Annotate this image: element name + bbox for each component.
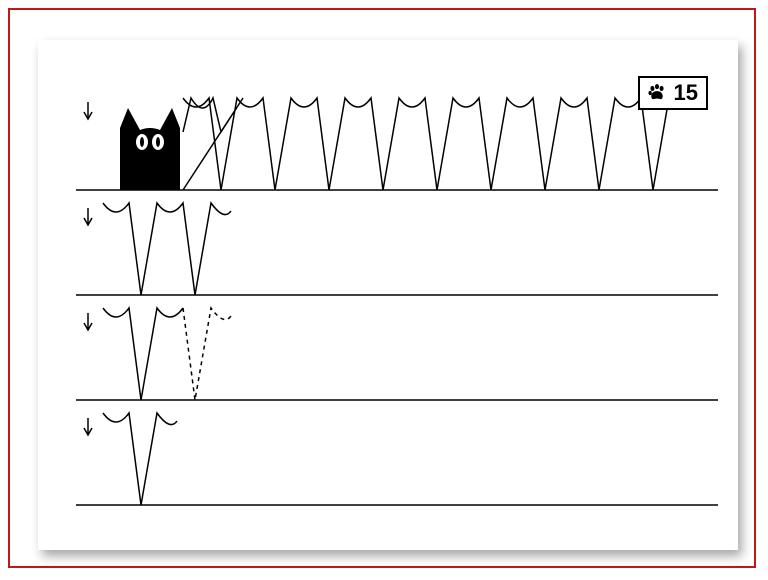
direction-arrows — [84, 102, 92, 435]
worksheet-sheet: 15 — [38, 40, 738, 550]
cat-icon — [120, 108, 180, 190]
baselines — [76, 190, 718, 505]
row2-pattern — [103, 203, 231, 295]
outer-frame: 15 — [8, 8, 756, 568]
row1-pattern — [183, 98, 669, 190]
paw-icon — [646, 82, 668, 104]
worksheet-drawing — [38, 40, 738, 550]
page-number-badge: 15 — [638, 76, 708, 110]
page-number-text: 15 — [674, 80, 698, 106]
row4-pattern — [103, 413, 177, 505]
row3-pattern — [103, 308, 231, 400]
